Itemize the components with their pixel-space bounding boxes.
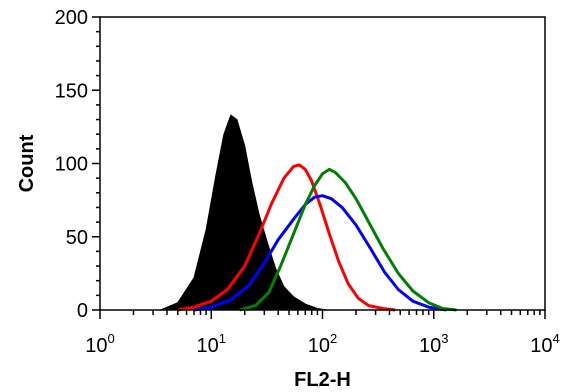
x-tick-label: 100 [85, 331, 114, 357]
y-tick-label: 100 [55, 154, 88, 176]
y-tick-label: 200 [55, 7, 88, 29]
y-tick-label: 50 [66, 227, 88, 249]
x-tick-label: 103 [419, 331, 448, 357]
series-3-histogram-line [239, 167, 457, 312]
series-layer [160, 114, 457, 312]
x-axis-title: FL2-H [294, 369, 351, 391]
x-tick-base: 10 [85, 335, 107, 357]
x-tick-label: 101 [197, 331, 226, 357]
x-tick-exponent: 3 [441, 331, 448, 346]
series-0-filled-histogram [160, 114, 328, 311]
x-tick-base: 10 [197, 335, 219, 357]
x-tick-exponent: 0 [108, 331, 115, 346]
x-tick-label: 104 [530, 331, 559, 357]
x-tick-base: 10 [308, 335, 330, 357]
x-tick-exponent: 4 [553, 331, 560, 346]
plot-frame [99, 16, 546, 311]
x-tick-exponent: 1 [219, 331, 226, 346]
x-tick-base: 10 [530, 335, 552, 357]
y-tick-label: 0 [77, 300, 88, 322]
x-tick-base: 10 [419, 335, 441, 357]
y-axis-title: Count [16, 134, 38, 192]
x-tick-exponent: 2 [330, 331, 337, 346]
series-1-histogram-line [177, 163, 396, 312]
x-tick-label: 102 [308, 331, 337, 357]
y-tick-label: 150 [55, 80, 88, 102]
series-2-histogram-line [193, 194, 447, 312]
